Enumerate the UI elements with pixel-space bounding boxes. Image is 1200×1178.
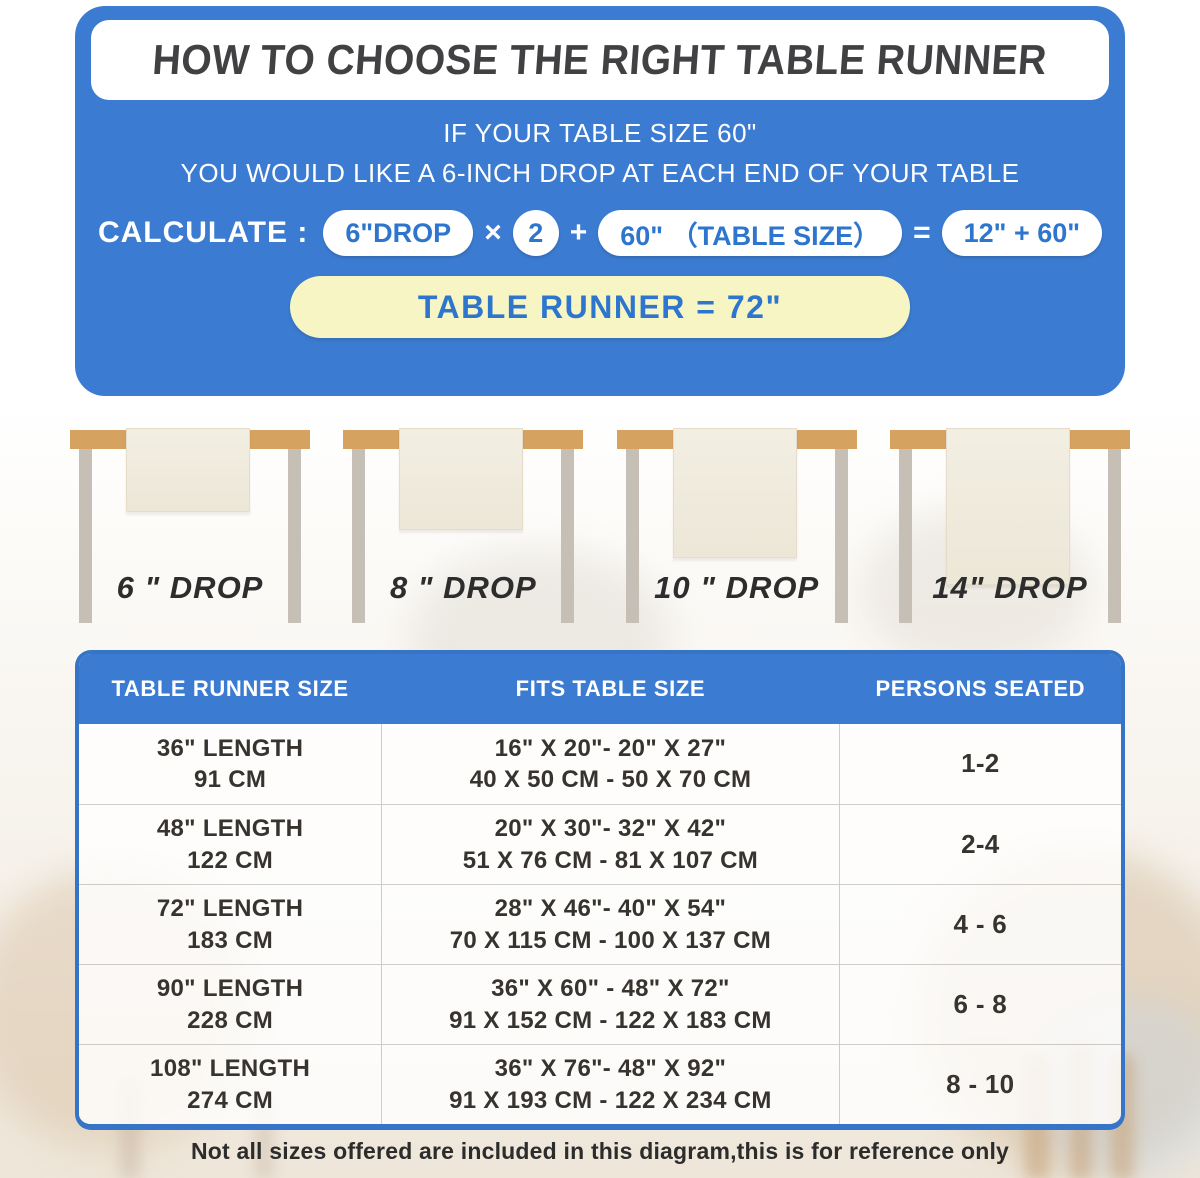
fits-size-cm: 91 X 193 CM - 122 X 234 CM (449, 1086, 772, 1114)
fits-size-inches: 36" X 60" - 48" X 72" (491, 975, 730, 1003)
table-row: 36" LENGTH 91 CM 16" X 20"- 20" X 27" 40… (79, 724, 1121, 804)
runner-size-inches: 36" LENGTH (156, 734, 304, 762)
persons-cell: 1-2 (840, 724, 1121, 804)
table-size-pill: 60" （TABLE SIZE） (598, 210, 903, 256)
runner-size-cell: 36" LENGTH 91 CM (79, 724, 381, 804)
runner-size-inches: 108" LENGTH (150, 1055, 311, 1083)
multiply-sign: × (484, 216, 502, 249)
runner-swatch (672, 428, 797, 558)
persons-value: 1-2 (961, 748, 1000, 779)
title-box: HOW TO CHOOSE THE RIGHT TABLE RUNNER (91, 20, 1109, 100)
persons-cell: 6 - 8 (840, 965, 1121, 1044)
header-fits-table-size: FITS TABLE SIZE (515, 676, 706, 701)
runner-swatch (945, 428, 1070, 585)
runner-size-inches: 48" LENGTH (156, 815, 304, 843)
footer-note: Not all sizes offered are included in th… (190, 1138, 1010, 1164)
table-row: 108" LENGTH 274 CM 36" X 76"- 48" X 92" … (79, 1044, 1121, 1124)
runner-swatch (126, 428, 250, 512)
fits-size-inches: 20" X 30"- 32" X 42" (494, 815, 727, 843)
runner-size-inches: 90" LENGTH (156, 975, 304, 1003)
drop-illustrations-row: 6 " DROP 8 " DROP 10 " DROP 14" DROP (70, 428, 1130, 623)
persons-cell: 2-4 (840, 805, 1121, 884)
runner-size-cm: 122 CM (187, 846, 273, 874)
table-demo: 6 " DROP (70, 428, 310, 623)
header-persons-seated: PERSONS SEATED (875, 676, 1086, 701)
runner-size-cell: 72" LENGTH 183 CM (79, 885, 381, 964)
runner-size-cm: 91 CM (193, 766, 267, 793)
runner-size-cell: 108" LENGTH 274 CM (79, 1045, 381, 1124)
table-leg-right (1107, 449, 1121, 623)
runner-size-inches: 72" LENGTH (156, 895, 304, 923)
header-runner-size: TABLE RUNNER SIZE (111, 676, 349, 701)
fits-size-cm: 40 X 50 CM - 50 X 70 CM (469, 766, 752, 793)
hero-panel: HOW TO CHOOSE THE RIGHT TABLE RUNNER IF … (75, 6, 1125, 396)
runner-size-cell: 90" LENGTH 228 CM (79, 965, 381, 1044)
table-leg-left (625, 449, 639, 623)
fits-size-cell: 36" X 76"- 48" X 92" 91 X 193 CM - 122 X… (381, 1045, 840, 1124)
table-demo: 8 " DROP (343, 428, 584, 623)
persons-value: 4 - 6 (953, 908, 1008, 939)
table-demo: 10 " DROP (616, 428, 857, 623)
calculate-label: CALCULATE : (97, 216, 309, 249)
fits-size-cm: 51 X 76 CM - 81 X 107 CM (462, 846, 759, 874)
subtitle-line-2: YOU WOULD LIKE A 6-INCH DROP AT EACH END… (180, 158, 1020, 188)
runner-swatch (399, 428, 524, 530)
fits-size-inches: 28" X 46"- 40" X 54" (494, 895, 727, 923)
equals-sign: = (913, 216, 931, 249)
size-chart-header: TABLE RUNNER SIZE FITS TABLE SIZE PERSON… (79, 654, 1121, 724)
sum-pill: 12" + 60" (941, 210, 1103, 256)
fits-size-cm: 70 X 115 CM - 100 X 137 CM (449, 926, 772, 954)
persons-value: 6 - 8 (953, 988, 1008, 1019)
runner-size-cm: 183 CM (187, 926, 273, 954)
persons-value: 8 - 10 (946, 1068, 1015, 1099)
table-leg-right (561, 449, 575, 623)
fits-size-cell: 28" X 46"- 40" X 54" 70 X 115 CM - 100 X… (381, 885, 840, 964)
runner-size-cm: 228 CM (187, 1006, 273, 1034)
fits-size-inches: 16" X 20"- 20" X 27" (494, 734, 727, 762)
plus-sign: + (569, 216, 588, 249)
table-row: 48" LENGTH 122 CM 20" X 30"- 32" X 42" 5… (79, 804, 1121, 884)
table-leg-right (288, 449, 301, 623)
fits-size-cm: 91 X 152 CM - 122 X 183 CM (449, 1006, 772, 1034)
size-chart: TABLE RUNNER SIZE FITS TABLE SIZE PERSON… (75, 650, 1125, 1130)
persons-cell: 4 - 6 (840, 885, 1121, 964)
fits-size-cell: 36" X 60" - 48" X 72" 91 X 152 CM - 122 … (381, 965, 840, 1044)
table-row: 72" LENGTH 183 CM 28" X 46"- 40" X 54" 7… (79, 884, 1121, 964)
table-demo: 14" DROP (889, 428, 1130, 623)
persons-cell: 8 - 10 (840, 1045, 1121, 1124)
table-leg-left (352, 449, 366, 623)
size-chart-body: 36" LENGTH 91 CM 16" X 20"- 20" X 27" 40… (79, 724, 1121, 1124)
table-leg-left (79, 449, 92, 623)
subtitle-line-1: IF YOUR TABLE SIZE 60" (443, 118, 757, 148)
fits-size-cell: 16" X 20"- 20" X 27" 40 X 50 CM - 50 X 7… (381, 724, 840, 804)
runner-size-cell: 48" LENGTH 122 CM (79, 805, 381, 884)
fits-size-inches: 36" X 76"- 48" X 92" (494, 1055, 727, 1083)
fits-size-cell: 20" X 30"- 32" X 42" 51 X 76 CM - 81 X 1… (381, 805, 840, 884)
page-title: HOW TO CHOOSE THE RIGHT TABLE RUNNER (151, 36, 1049, 83)
persons-value: 2-4 (961, 828, 1000, 859)
drop-label: 14" DROP (932, 570, 1088, 605)
multiplier-pill: 2 (512, 210, 559, 256)
calculation-row: CALCULATE : 6"DROP × 2 + 60" （TABLE SIZE… (75, 210, 1125, 256)
drop-label: 8 " DROP (389, 570, 537, 605)
total-result-pill: TABLE RUNNER = 72" (290, 276, 910, 338)
drop-label: 6 " DROP (116, 570, 264, 605)
runner-size-cm: 274 CM (187, 1086, 273, 1114)
drop-label: 10 " DROP (654, 570, 820, 605)
table-leg-left (898, 449, 912, 623)
table-row: 90" LENGTH 228 CM 36" X 60" - 48" X 72" … (79, 964, 1121, 1044)
drop-value-pill: 6"DROP (323, 210, 474, 256)
table-leg-right (834, 449, 848, 623)
